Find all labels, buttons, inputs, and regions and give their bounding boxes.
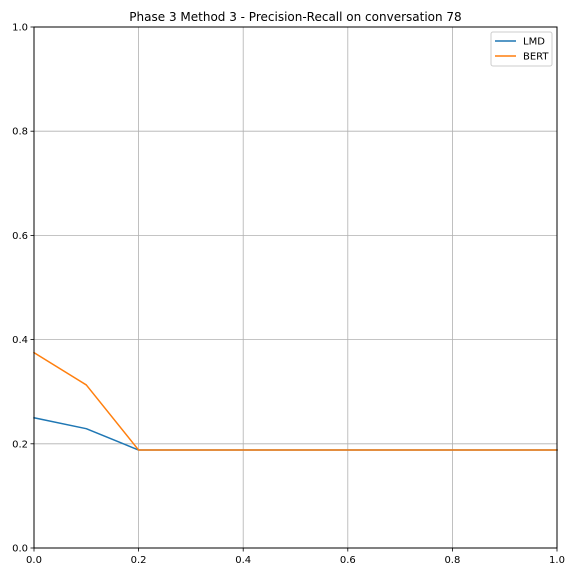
y-tick-label: 0.2 — [12, 439, 28, 450]
y-tick-label: 1.0 — [12, 23, 28, 34]
x-tick-label: 0.0 — [26, 555, 42, 566]
x-tick-label: 1.0 — [549, 555, 565, 566]
chart-title: Phase 3 Method 3 - Precision-Recall on c… — [129, 10, 461, 24]
legend-label-lmd: LMD — [523, 37, 545, 48]
plot-series — [32, 351, 558, 451]
y-tick-label: 0.8 — [12, 127, 28, 138]
legend-label-bert: BERT — [523, 52, 549, 63]
legend: LMD BERT — [490, 31, 553, 67]
grid-lines — [33, 26, 558, 549]
x-tick-label: 0.4 — [235, 555, 251, 566]
x-axis-ticks: 0.0 0.2 0.4 0.6 0.8 1.0 — [26, 548, 565, 566]
x-tick-label: 0.8 — [444, 555, 460, 566]
series-line-lmd — [33, 416, 558, 451]
y-tick-label: 0.0 — [12, 544, 28, 555]
y-tick-label: 0.4 — [12, 335, 28, 346]
series-line-bert — [32, 351, 558, 451]
plot-frame — [33, 26, 558, 549]
x-tick-label: 0.2 — [131, 555, 147, 566]
y-tick-label: 0.6 — [12, 231, 28, 242]
y-axis-ticks: 0.0 0.2 0.4 0.6 0.8 1.0 — [12, 23, 34, 555]
x-tick-label: 0.6 — [340, 555, 356, 566]
